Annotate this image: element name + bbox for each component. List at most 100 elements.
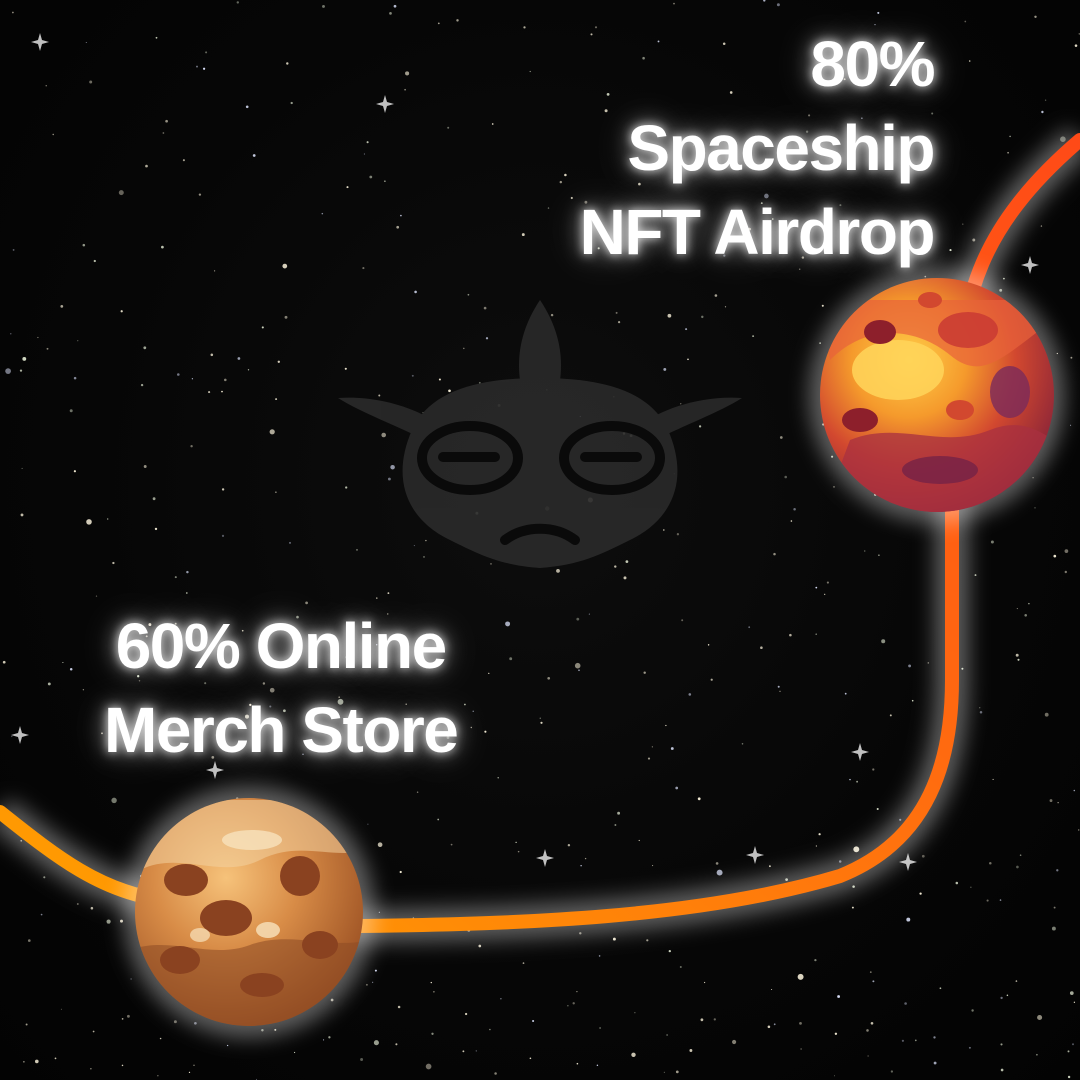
star xyxy=(121,1018,124,1020)
star xyxy=(547,207,550,209)
star xyxy=(5,368,11,374)
star xyxy=(914,1039,917,1042)
star xyxy=(462,1050,465,1053)
star xyxy=(416,791,419,793)
star xyxy=(970,886,972,888)
star xyxy=(701,315,704,319)
star xyxy=(138,680,141,682)
star xyxy=(275,491,277,493)
star xyxy=(387,592,390,595)
star xyxy=(601,236,603,238)
star xyxy=(40,913,43,916)
star xyxy=(1034,507,1036,509)
star xyxy=(776,3,780,7)
star xyxy=(425,539,427,542)
star xyxy=(864,550,866,552)
star xyxy=(85,41,87,44)
star xyxy=(643,671,646,674)
star xyxy=(550,313,554,317)
star xyxy=(580,865,582,867)
star xyxy=(446,736,450,739)
star xyxy=(378,394,381,397)
star xyxy=(120,919,123,923)
star xyxy=(12,11,14,14)
star xyxy=(143,346,147,350)
star xyxy=(196,65,198,68)
milestone-line: 80% xyxy=(810,28,935,100)
star xyxy=(376,644,378,646)
star xyxy=(485,337,489,340)
star xyxy=(623,576,627,580)
star xyxy=(161,245,164,249)
star xyxy=(95,595,98,597)
star xyxy=(559,180,563,184)
star xyxy=(1006,994,1009,997)
star xyxy=(815,845,818,847)
star xyxy=(979,707,981,709)
star xyxy=(90,1068,92,1070)
star xyxy=(475,1050,477,1052)
star xyxy=(657,40,660,43)
milestone-label-spaceship-airdrop: 80% Spaceship NFT Airdrop xyxy=(580,22,936,274)
star xyxy=(241,629,244,632)
star xyxy=(448,389,451,393)
star xyxy=(881,639,886,644)
star xyxy=(861,117,863,119)
sparkle-star xyxy=(899,853,917,871)
star xyxy=(707,644,710,646)
star xyxy=(906,917,911,922)
star xyxy=(387,613,389,615)
sparkle-star xyxy=(376,95,394,113)
star xyxy=(111,797,117,804)
star xyxy=(86,519,92,525)
star xyxy=(540,721,543,724)
star xyxy=(423,556,425,558)
star xyxy=(337,698,344,705)
star xyxy=(237,357,241,360)
star xyxy=(767,1025,771,1029)
star xyxy=(1044,99,1047,101)
star xyxy=(289,541,291,544)
star xyxy=(779,436,783,439)
star xyxy=(145,164,148,168)
star xyxy=(174,622,177,625)
star xyxy=(400,214,402,217)
star xyxy=(584,857,587,860)
star xyxy=(118,190,124,196)
star xyxy=(689,1049,693,1052)
star xyxy=(483,306,487,310)
star xyxy=(484,730,487,733)
star xyxy=(46,347,49,350)
star xyxy=(1028,602,1030,605)
star xyxy=(999,899,1002,901)
star xyxy=(826,581,829,584)
star xyxy=(82,243,86,247)
star xyxy=(833,1075,836,1077)
star xyxy=(23,1061,25,1063)
star xyxy=(193,1064,195,1066)
star xyxy=(517,850,520,853)
star xyxy=(362,267,365,270)
star xyxy=(815,586,818,589)
star xyxy=(137,675,140,678)
star xyxy=(373,1040,379,1046)
star xyxy=(876,807,879,811)
star xyxy=(20,513,24,517)
star xyxy=(680,403,682,405)
star xyxy=(405,71,410,76)
star xyxy=(112,561,115,565)
star xyxy=(396,225,400,229)
star xyxy=(574,662,581,669)
star xyxy=(539,717,541,719)
star xyxy=(1016,608,1018,610)
star xyxy=(598,955,601,957)
star xyxy=(390,464,395,470)
star xyxy=(647,757,651,760)
star xyxy=(213,270,216,272)
star xyxy=(27,939,31,942)
star xyxy=(284,315,288,319)
star xyxy=(866,1029,869,1032)
star xyxy=(322,4,325,8)
star xyxy=(182,159,185,162)
